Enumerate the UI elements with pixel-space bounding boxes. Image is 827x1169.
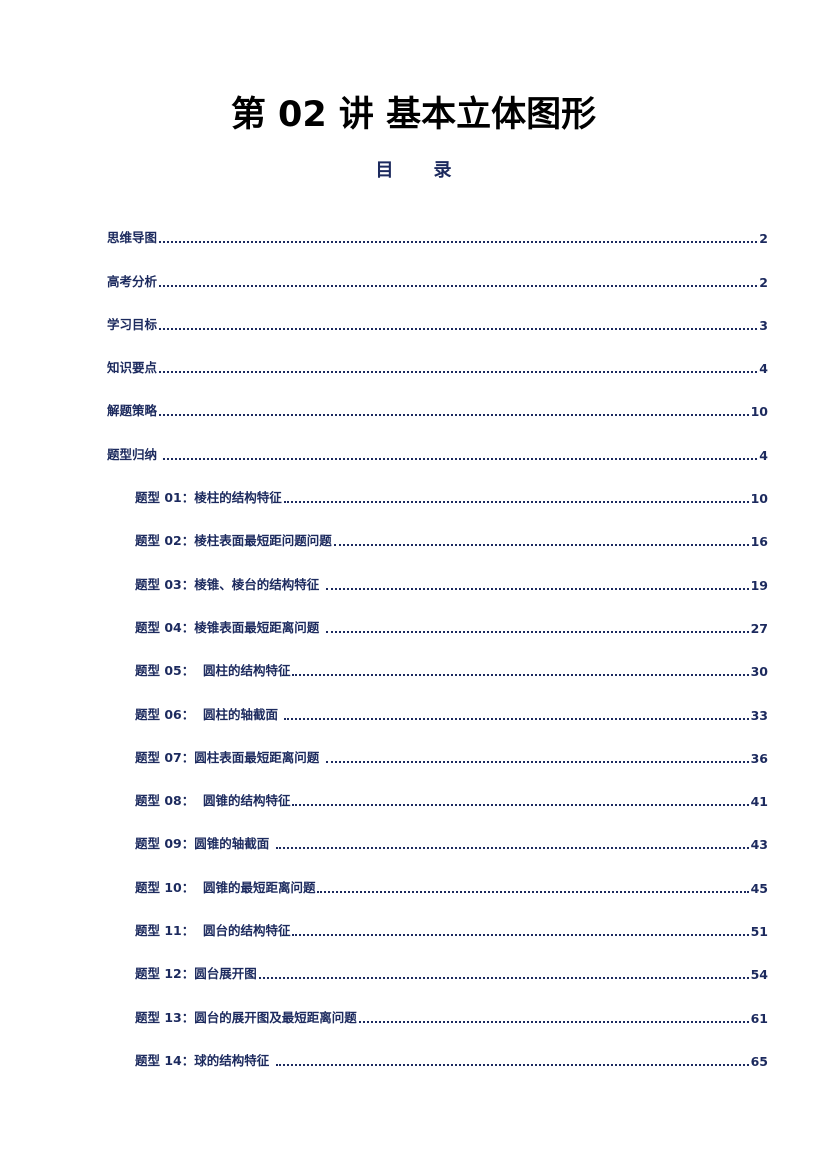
leader-dots [163, 457, 758, 460]
toc-entry[interactable]: 题型 02：棱柱表面最短距问题问题 16 [107, 525, 768, 568]
leader-dots [159, 284, 758, 287]
toc-entry-page: 61 [750, 1010, 768, 1026]
toc-entry[interactable]: 题型 13：圆台的展开图及最短距离问题 61 [107, 1001, 768, 1044]
leader-dots [159, 371, 758, 374]
toc-entry-page: 19 [750, 577, 768, 593]
toc-entry-label: 题型 10： 圆锥的最短距离问题 [135, 879, 316, 895]
toc-entry-label: 学习目标 [107, 316, 158, 332]
toc-entry-label: 题型 02：棱柱表面最短距问题问题 [135, 533, 332, 549]
leader-dots [325, 630, 749, 633]
table-of-contents: 思维导图 2 高考分析 2 学习目标 3 知识要点 4 解题策略 10 题型归纳 4 题型 01：棱柱… [107, 222, 768, 1088]
toc-entry[interactable]: 题型 06： 圆柱的轴截面 33 [107, 698, 768, 741]
toc-entry[interactable]: 解题策略 10 [107, 395, 768, 438]
leader-dots [358, 1020, 749, 1023]
toc-entry-label: 题型 13：圆台的展开图及最短距离问题 [135, 1009, 357, 1025]
toc-entry[interactable]: 高考分析 2 [107, 265, 768, 308]
toc-entry[interactable]: 题型 12：圆台展开图 54 [107, 958, 768, 1001]
toc-entry-label: 题型 12：圆台展开图 [135, 966, 257, 982]
toc-entry-label: 题型 11： 圆台的结构特征 [135, 923, 291, 939]
toc-entry-label: 题型 06： 圆柱的轴截面 [135, 706, 283, 722]
leader-dots [292, 674, 749, 677]
toc-heading-char: 录 [433, 160, 452, 181]
toc-entry-page: 4 [759, 447, 768, 463]
toc-entry[interactable]: 思维导图 2 [107, 222, 768, 265]
toc-entry-page: 30 [750, 664, 768, 680]
toc-entry[interactable]: 题型 11： 圆台的结构特征 51 [107, 915, 768, 958]
toc-entry-label: 解题策略 [107, 403, 158, 419]
toc-entry-label: 题型 04：棱锥表面最短距离问题 [135, 619, 324, 635]
leader-dots [275, 847, 749, 850]
toc-entry-page: 51 [750, 924, 768, 940]
leader-dots [275, 1063, 749, 1066]
toc-entry[interactable]: 题型 10： 圆锥的最短距离问题 45 [107, 871, 768, 914]
toc-entry[interactable]: 题型 08： 圆锥的结构特征 41 [107, 785, 768, 828]
toc-entry[interactable]: 题型归纳 4 [107, 438, 768, 481]
toc-entry[interactable]: 题型 04：棱锥表面最短距离问题 27 [107, 612, 768, 655]
toc-entry-page: 45 [750, 880, 768, 896]
leader-dots [283, 501, 749, 504]
toc-entry-page: 10 [750, 404, 768, 420]
leader-dots [333, 544, 749, 547]
toc-entry-page: 43 [750, 837, 768, 853]
toc-entry-label: 题型归纳 [107, 446, 162, 462]
leader-dots [159, 414, 749, 417]
toc-entry-label: 题型 05： 圆柱的结构特征 [135, 663, 291, 679]
toc-entry-page: 65 [750, 1053, 768, 1069]
leader-dots [284, 717, 749, 720]
toc-entry-page: 27 [750, 620, 768, 636]
toc-entry-label: 思维导图 [107, 230, 158, 246]
toc-entry[interactable]: 题型 09：圆锥的轴截面 43 [107, 828, 768, 871]
toc-entry[interactable]: 题型 01：棱柱的结构特征 10 [107, 482, 768, 525]
toc-entry-page: 10 [750, 491, 768, 507]
leader-dots [325, 760, 749, 763]
toc-entry-label: 题型 14：球的结构特征 [135, 1052, 274, 1068]
toc-entry-page: 54 [750, 967, 768, 983]
toc-entry-page: 2 [759, 231, 768, 247]
toc-entry-page: 4 [759, 361, 768, 377]
toc-entry-page: 41 [750, 794, 768, 810]
toc-entry[interactable]: 题型 07：圆柱表面最短距离问题 36 [107, 742, 768, 785]
toc-entry-page: 33 [750, 707, 768, 723]
toc-entry[interactable]: 学习目标 3 [107, 309, 768, 352]
toc-entry-label: 知识要点 [107, 360, 158, 376]
toc-heading-char: 目 [375, 160, 394, 181]
toc-entry-label: 题型 07：圆柱表面最短距离问题 [135, 749, 324, 765]
toc-entry[interactable]: 题型 03：棱锥、棱台的结构特征 19 [107, 568, 768, 611]
toc-entry[interactable]: 知识要点 4 [107, 352, 768, 395]
toc-entry-label: 题型 03：棱锥、棱台的结构特征 [135, 576, 324, 592]
toc-heading: 目录 [0, 156, 827, 182]
toc-entry[interactable]: 题型 14：球的结构特征 65 [107, 1045, 768, 1088]
toc-entry-label: 题型 09：圆锥的轴截面 [135, 836, 274, 852]
toc-entry-page: 2 [759, 274, 768, 290]
leader-dots [292, 934, 749, 937]
toc-entry-label: 题型 08： 圆锥的结构特征 [135, 793, 291, 809]
toc-entry[interactable]: 题型 05： 圆柱的结构特征 30 [107, 655, 768, 698]
leader-dots [292, 804, 749, 807]
leader-dots [159, 241, 758, 244]
leader-dots [325, 587, 749, 590]
leader-dots [159, 327, 758, 330]
leader-dots [258, 977, 749, 980]
toc-entry-label: 高考分析 [107, 273, 158, 289]
toc-entry-page: 36 [750, 750, 768, 766]
page-title: 第 02 讲 基本立体图形 [230, 95, 597, 135]
toc-entry-label: 题型 01：棱柱的结构特征 [135, 490, 282, 506]
toc-entry-page: 3 [759, 317, 768, 333]
leader-dots [317, 890, 749, 893]
toc-entry-page: 16 [750, 534, 768, 550]
